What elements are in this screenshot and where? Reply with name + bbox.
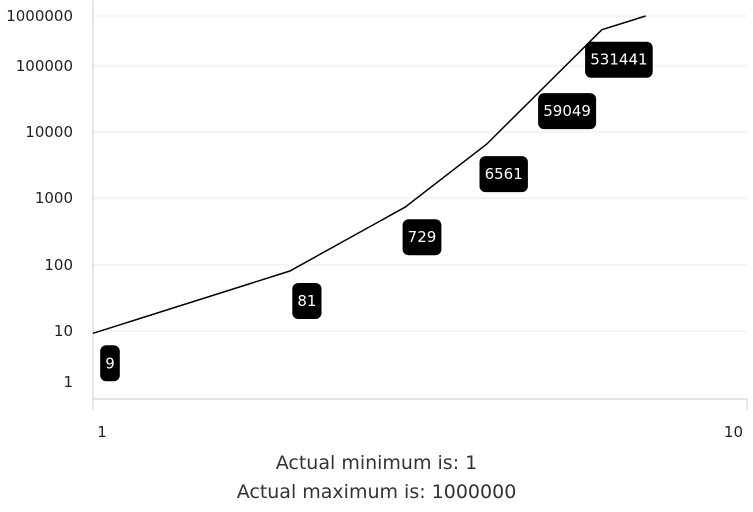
data-label-text: 729 bbox=[408, 228, 437, 246]
x-tick-label: 1 bbox=[97, 423, 107, 441]
y-tick-label: 1 bbox=[63, 373, 73, 391]
y-tick-label: 100 bbox=[44, 256, 73, 274]
y-tick-label: 10 bbox=[54, 322, 73, 340]
data-label: 531441 bbox=[585, 41, 653, 78]
chart: 1 10 100 1000 10000 100000 1000000 1 10 9 81 729 6… bbox=[6, 0, 748, 441]
data-label: 9 bbox=[100, 345, 120, 382]
data-label: 729 bbox=[402, 219, 442, 256]
data-label-box bbox=[538, 93, 597, 130]
data-label-text: 6561 bbox=[485, 165, 523, 183]
y-tick-label: 100000 bbox=[16, 57, 73, 75]
x-tick-label: 10 bbox=[724, 423, 743, 441]
data-label-box bbox=[585, 41, 653, 78]
data-labels: 9 81 729 6561 59049 531441 bbox=[100, 41, 653, 382]
y-tick-label: 1000000 bbox=[6, 7, 73, 25]
series-line bbox=[92, 15, 646, 335]
data-label-text: 81 bbox=[297, 292, 316, 310]
x-axis-tick-labels: 1 10 bbox=[97, 423, 743, 441]
data-label-box bbox=[292, 283, 322, 319]
data-label-box bbox=[479, 156, 528, 193]
actual-maximum-caption: Actual maximum is: 1000000 bbox=[236, 481, 517, 503]
data-label: 6561 bbox=[479, 156, 528, 193]
y-tick-label: 1000 bbox=[35, 189, 73, 207]
y-axis-tick-labels: 1 10 100 1000 10000 100000 1000000 bbox=[6, 7, 73, 391]
data-label: 59049 bbox=[538, 93, 597, 130]
data-label-text: 59049 bbox=[543, 102, 591, 120]
data-label-text: 9 bbox=[105, 354, 115, 372]
axes bbox=[92, 0, 748, 410]
data-label-box bbox=[402, 219, 442, 256]
y-tick-label: 10000 bbox=[25, 123, 73, 141]
data-label: 81 bbox=[292, 283, 322, 319]
actual-minimum-caption: Actual minimum is: 1 bbox=[275, 452, 478, 474]
grid-lines bbox=[93, 15, 747, 332]
data-label-box bbox=[100, 345, 120, 382]
data-label-text: 531441 bbox=[590, 51, 647, 69]
